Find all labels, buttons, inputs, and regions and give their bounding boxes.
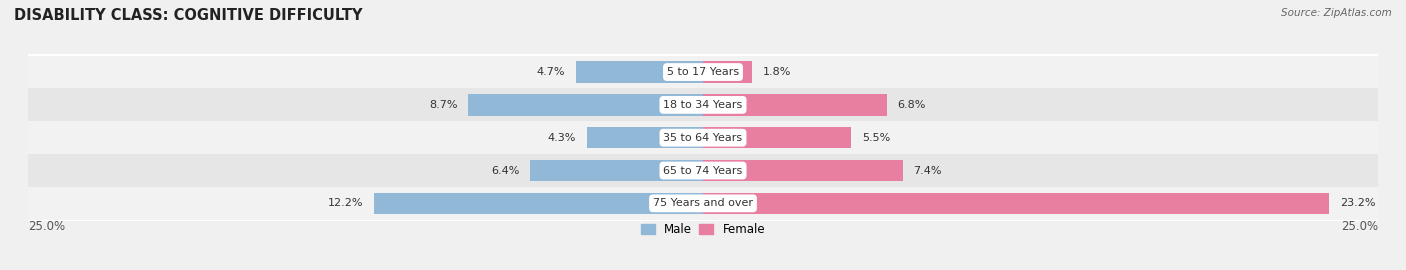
Text: 7.4%: 7.4% bbox=[914, 166, 942, 176]
Text: 12.2%: 12.2% bbox=[328, 198, 363, 208]
Text: 5.5%: 5.5% bbox=[862, 133, 890, 143]
Text: 23.2%: 23.2% bbox=[1340, 198, 1375, 208]
Text: 6.8%: 6.8% bbox=[897, 100, 925, 110]
Text: Source: ZipAtlas.com: Source: ZipAtlas.com bbox=[1281, 8, 1392, 18]
Text: 1.8%: 1.8% bbox=[762, 67, 790, 77]
Bar bbox=[586, 127, 703, 148]
Text: 4.7%: 4.7% bbox=[537, 67, 565, 77]
Bar bbox=[28, 89, 1378, 121]
Bar bbox=[374, 193, 703, 214]
Text: 35 to 64 Years: 35 to 64 Years bbox=[664, 133, 742, 143]
Text: 65 to 74 Years: 65 to 74 Years bbox=[664, 166, 742, 176]
Legend: Male, Female: Male, Female bbox=[636, 218, 770, 241]
Bar bbox=[28, 187, 1378, 220]
Bar bbox=[468, 94, 703, 116]
Bar bbox=[530, 160, 703, 181]
Text: 75 Years and over: 75 Years and over bbox=[652, 198, 754, 208]
Bar bbox=[703, 94, 887, 116]
Bar bbox=[703, 193, 1329, 214]
Bar bbox=[703, 160, 903, 181]
Text: DISABILITY CLASS: COGNITIVE DIFFICULTY: DISABILITY CLASS: COGNITIVE DIFFICULTY bbox=[14, 8, 363, 23]
Text: 8.7%: 8.7% bbox=[429, 100, 457, 110]
Text: 18 to 34 Years: 18 to 34 Years bbox=[664, 100, 742, 110]
Bar bbox=[703, 127, 852, 148]
Bar bbox=[576, 61, 703, 83]
Text: 5 to 17 Years: 5 to 17 Years bbox=[666, 67, 740, 77]
Bar bbox=[28, 56, 1378, 89]
Bar bbox=[28, 121, 1378, 154]
Text: 25.0%: 25.0% bbox=[1341, 220, 1378, 234]
Text: 6.4%: 6.4% bbox=[491, 166, 519, 176]
Bar bbox=[703, 61, 752, 83]
Bar bbox=[28, 154, 1378, 187]
Text: 4.3%: 4.3% bbox=[548, 133, 576, 143]
Text: 25.0%: 25.0% bbox=[28, 220, 65, 234]
